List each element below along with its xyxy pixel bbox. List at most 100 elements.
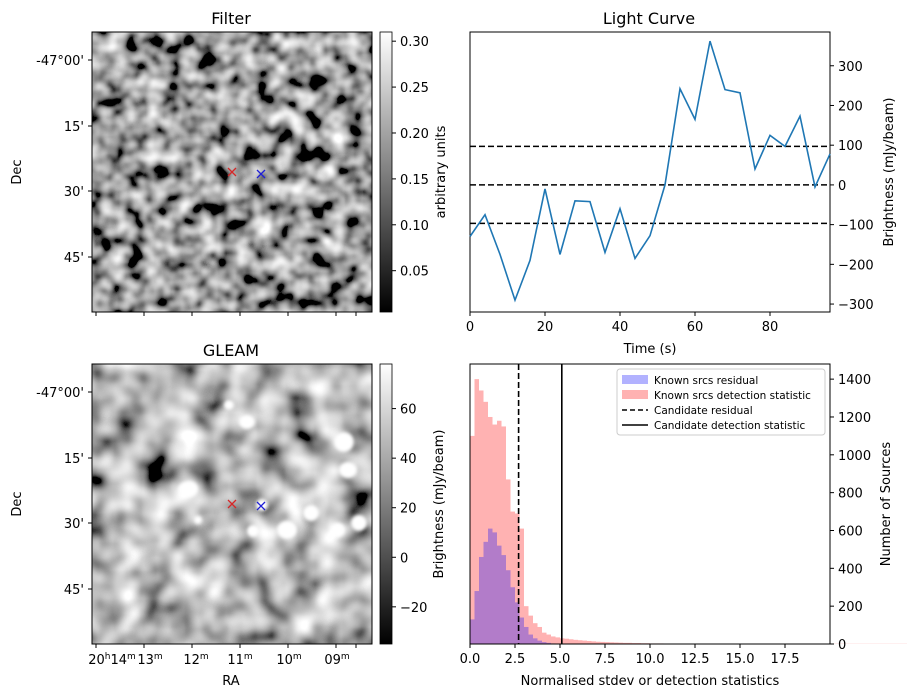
x-tick-label: 20 [537, 320, 554, 335]
colorbar-tick-label: 20 [400, 502, 417, 517]
histogram-bar [515, 513, 520, 644]
gleam-frame [91, 363, 373, 645]
colorbar-tick-label: 0 [400, 551, 408, 566]
x-tick-label: 80 [762, 320, 779, 335]
ra-tick-label: 10m [276, 652, 301, 668]
histogram-bar [609, 642, 614, 644]
lightcurve-ylabel: Brightness (mJy/beam) [882, 98, 897, 247]
y-tick-label: −200 [838, 258, 874, 273]
colorbar-tick-label: 40 [400, 452, 417, 467]
colorbar-tick-label: 0.15 [400, 173, 429, 188]
source-marker [227, 499, 237, 509]
x-tick-label: 40 [612, 320, 629, 335]
bright-source [277, 521, 297, 539]
source-marker [227, 167, 237, 177]
bright-source [178, 481, 198, 497]
x-tick-label: 12.5 [681, 652, 710, 667]
ra-tick-label: 20h14m [88, 652, 136, 668]
ra-tick-label: 13m [137, 652, 162, 668]
y-tick-label: 600 [838, 524, 863, 539]
ra-hours-unit: h [105, 652, 111, 662]
ra-tick-label: 12m [183, 652, 208, 668]
dec-tick-label: 15' [64, 120, 84, 135]
legend-label: Known srcs detection statistic [654, 390, 811, 402]
y-tick-label: 200 [838, 600, 863, 615]
ra-minutes-unit: m [127, 652, 136, 662]
lightcurve-panel: Light Curve 0 20 40 60 80 −300 −200 −100 0 100 20… [466, 9, 897, 357]
histogram-bar [510, 511, 515, 644]
y-tick-label: 400 [838, 562, 863, 577]
gleam-panel: GLEAM Dec RA -47°00'15'30'45' 20h14m 13m 1… [10, 341, 427, 689]
filter-panel: Filter Dec -47°00' 15' 30' 45' 0.05 0.10 0.15… [10, 9, 449, 316]
dec-tick-label: 45' [64, 583, 84, 598]
histogram-bar [470, 619, 475, 644]
histogram-bar [515, 602, 520, 644]
histogram-bar [501, 555, 506, 644]
histogram-bar [528, 634, 533, 644]
histogram-bar [528, 615, 533, 644]
histogram-ylabel-right: Number of Sources [879, 442, 894, 567]
ra-minutes: 10 [276, 653, 293, 668]
bright-source [194, 516, 202, 524]
ra-minutes: 11 [227, 653, 244, 668]
gleam-colorbar-label: Brightness (mJy/beam) [432, 430, 447, 579]
histogram-bar [479, 556, 484, 644]
histogram-bar [627, 642, 632, 644]
ra-tick-label: 11m [227, 652, 252, 668]
filter-colorbar [379, 31, 393, 313]
y-tick-label: −300 [838, 298, 874, 313]
x-tick-label: 60 [687, 320, 704, 335]
histogram-bar [614, 642, 619, 644]
y-tick-label: 1400 [838, 373, 871, 388]
dec-tick-label: 45' [64, 251, 84, 266]
ra-minutes: 13 [137, 653, 154, 668]
histogram-y-ticks: 0 200 400 600 800 1000 1200 1400 [830, 373, 871, 653]
histogram-bar [542, 642, 547, 644]
histogram-bar [470, 435, 475, 644]
histogram-bar [587, 640, 592, 644]
histogram-bar [488, 528, 493, 644]
histogram-bar [600, 641, 605, 644]
y-tick-label: 300 [838, 60, 863, 75]
y-tick-label: 1200 [838, 411, 871, 426]
legend-box [616, 368, 826, 436]
y-tick-label: 0 [838, 638, 846, 653]
histogram-xlabel: Normalised stdev or detection statistics [521, 674, 780, 689]
filter-x-ticks [95, 312, 357, 316]
ra-hours: 20 [88, 653, 105, 668]
histogram-vlines [517, 364, 563, 644]
histogram-panel: 0.0 2.5 5.0 7.5 10.0 12.5 15.0 17.5 0 200 400 600 8… [432, 363, 907, 689]
histogram-bar [537, 640, 542, 644]
filter-frame [91, 31, 373, 313]
histogram-bar [578, 640, 583, 644]
histogram-bar [569, 639, 574, 644]
bright-source [303, 505, 319, 521]
histogram-bar [483, 541, 488, 644]
histogram-bar [497, 420, 502, 644]
x-tick-label: 2.5 [505, 652, 526, 667]
histogram-bar [510, 587, 515, 644]
histogram-bar [492, 532, 497, 644]
light-curve-line [469, 40, 831, 303]
ra-minutes: 14 [110, 653, 127, 668]
source-marker [256, 501, 266, 511]
histogram-bar [506, 570, 511, 644]
gleam-title: GLEAM [203, 341, 259, 360]
bright-source [339, 462, 357, 478]
x-tick-label: 15.0 [726, 652, 755, 667]
y-tick-label: 200 [838, 99, 863, 114]
histogram-bar [564, 638, 569, 644]
colorbar-tick-label: 0.25 [400, 81, 429, 96]
bright-source [351, 515, 367, 531]
bright-source [247, 525, 259, 537]
histogram-bar [519, 528, 524, 644]
histogram-bar [479, 390, 484, 644]
histogram-bar [501, 426, 506, 644]
lightcurve-xlabel: Time (s) [623, 342, 677, 357]
histogram-bars [470, 379, 907, 644]
histogram-bar [483, 401, 488, 644]
legend-label: Known srcs residual [654, 375, 758, 387]
ra-tick-label: 09m [324, 652, 349, 668]
histogram-bar [542, 632, 547, 644]
